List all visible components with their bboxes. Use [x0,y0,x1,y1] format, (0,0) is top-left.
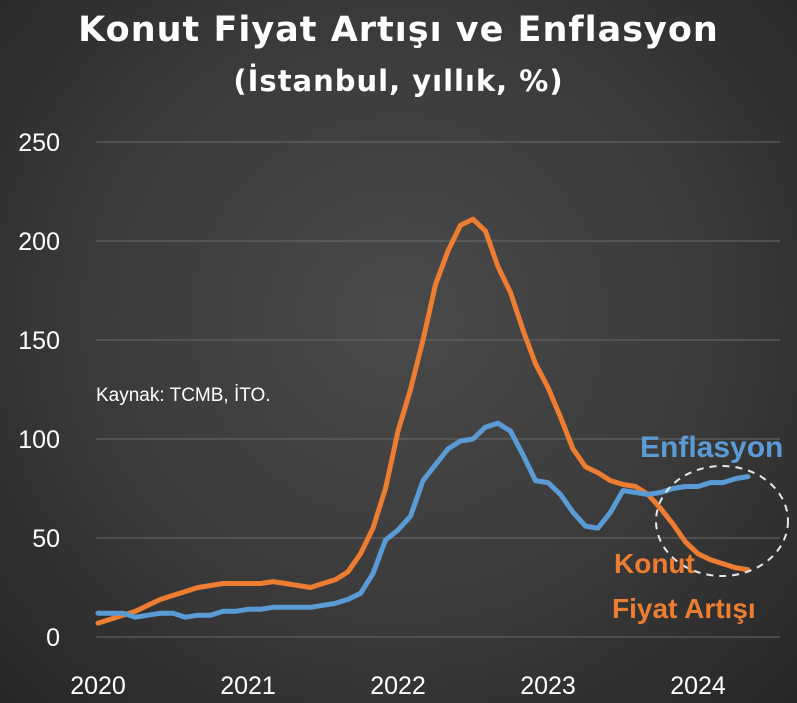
chart-subtitle: (İstanbul, yıllık, %) [233,64,564,98]
x-tick-label: 2020 [70,672,126,700]
y-tick-label: 150 [18,327,60,355]
x-axis-ticks: 2020 2021 2022 2023 2024 [70,672,726,700]
y-tick-label: 50 [32,525,60,553]
grid-lines [96,141,780,638]
series-line-inflation [95,420,751,620]
y-tick-label: 200 [18,228,60,256]
x-tick-label: 2024 [670,672,726,700]
series-line-housing [95,216,751,626]
x-tick-label: 2023 [520,672,576,700]
y-tick-label: 0 [46,624,60,652]
series-label-inflation: Enflasyon [640,431,783,464]
chart-title: Konut Fiyat Artışı ve Enflasyon [78,10,719,50]
source-note: Kaynak: TCMB, İTO. [96,385,271,406]
series-lines [95,216,751,626]
y-tick-label: 100 [18,426,60,454]
series-label-housing-line2: Fiyat Artışı [612,593,756,624]
y-tick-label: 250 [18,129,60,157]
highlight-circle [655,465,789,577]
x-tick-label: 2021 [220,672,276,700]
x-tick-label: 2022 [370,672,426,700]
series-label-housing: Konut Fiyat Artışı [612,548,756,624]
y-axis-ticks: 0 50 100 150 200 250 [18,129,60,652]
series-label-housing-line1: Konut [614,548,695,579]
